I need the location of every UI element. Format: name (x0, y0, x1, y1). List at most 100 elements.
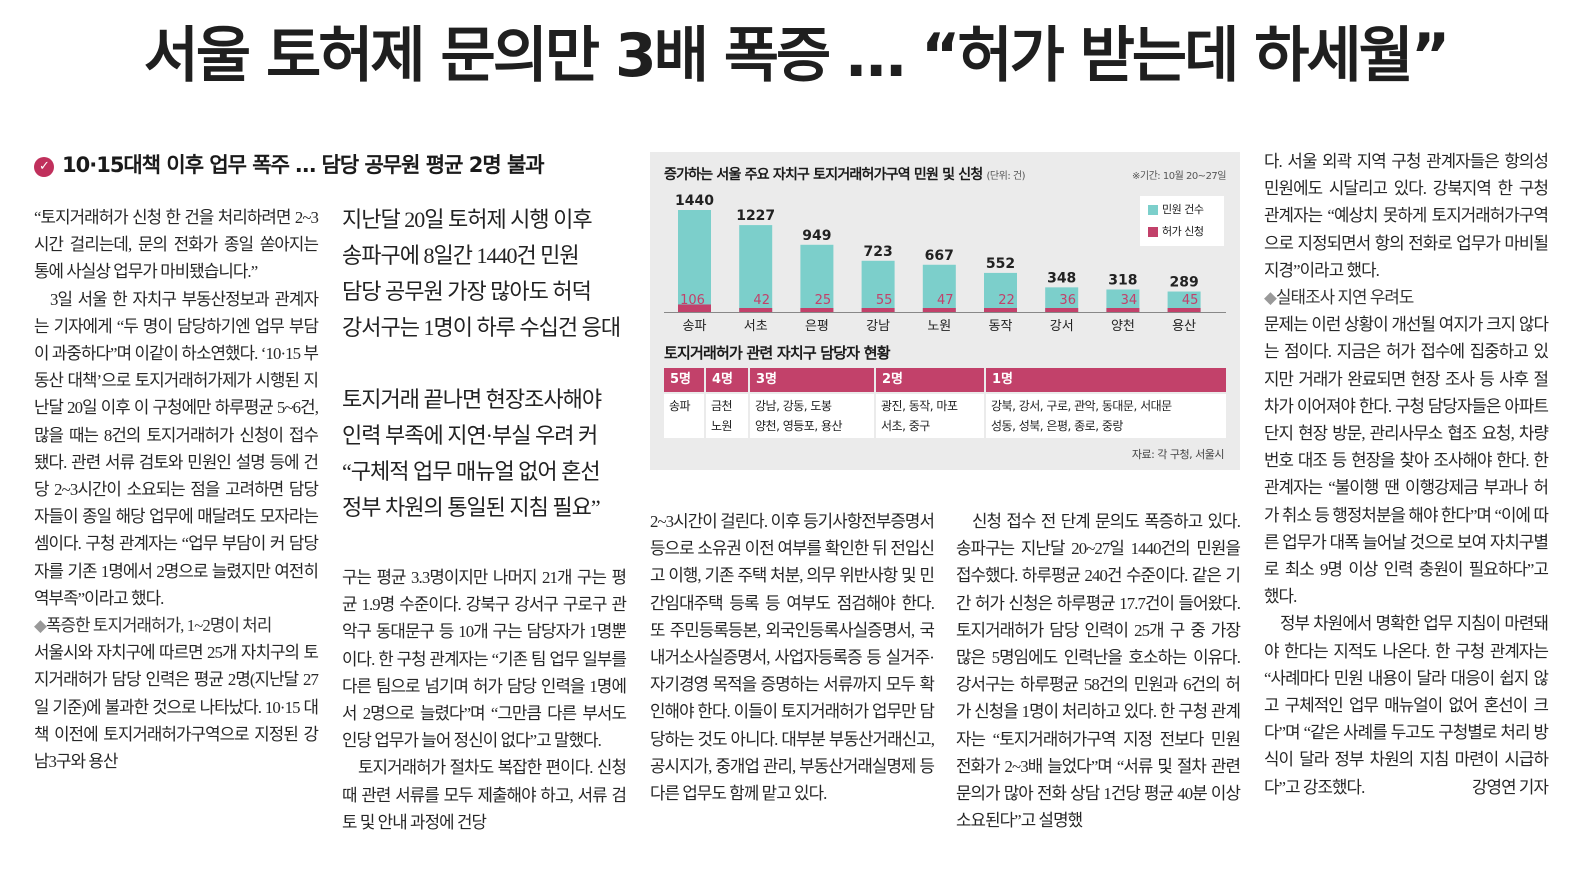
legend-label: 민원 건수 (1162, 203, 1204, 216)
section-heading-text: 실태조사 지연 우려도 (1276, 288, 1414, 308)
bar-permits-강서 (1045, 308, 1079, 312)
district-line: 서초, 중구 (881, 419, 930, 433)
bar-complaints-양천 (1106, 289, 1140, 312)
district-line: 광진, 동작, 마포 (881, 399, 958, 413)
bar-complaints-강남 (861, 260, 895, 312)
data-label-complaints: 1227 (736, 208, 775, 224)
category-label: 강남 (866, 319, 890, 334)
data-label-complaints: 723 (863, 244, 892, 260)
paragraph: 2~3시간이 걸린다. 이후 등기사항전부증명서 등으로 소유권 이전 여부를 … (650, 512, 935, 804)
data-label-permits: 25 (815, 293, 832, 308)
legend-swatch (1148, 205, 1158, 215)
subheadline-text: 10·15대책 이후 업무 폭주 … 담당 공무원 평균 2명 불과 (62, 153, 545, 177)
data-label-permits: 42 (753, 293, 770, 308)
legend-item-complaints: 민원 건수 (1140, 200, 1224, 220)
deck-line: 정부 차원의 통일된 지침 필요” (342, 495, 601, 520)
infographic-box: 증가하는 서울 주요 자치구 토지거래허가구역 민원 및 신청 (단위: 건) … (650, 152, 1240, 470)
bar-permits-노원 (922, 308, 956, 312)
data-label-complaints: 949 (802, 228, 831, 244)
data-label-complaints: 667 (925, 248, 954, 264)
headline: 서울 토허제 문의만 3배 폭증 … “허가 받는데 하세월” (143, 21, 1451, 91)
summary-deck-2: 토지거래 끝나면 현장조사해야 인력 부족에 지연·부실 우려 커 “구체적 업… (342, 382, 622, 526)
data-label-permits: 45 (1182, 293, 1199, 308)
section-heading: ◆폭증한 토지거래허가, 1~2명이 처리 (34, 612, 318, 639)
diamond-icon: ◆ (1264, 288, 1277, 308)
category-label: 노원 (927, 319, 951, 334)
section-heading: ◆실태조사 지연 우려도 (1264, 284, 1548, 311)
staff-group-label: 2명 (876, 368, 984, 392)
data-label-permits: 22 (998, 293, 1015, 308)
paragraph: 서울시와 자치구에 따르면 25개 자치구의 토지거래허가 담당 인력은 평균 … (34, 643, 319, 772)
bar-permits-송파 (678, 304, 711, 312)
paragraph: 정부 차원에서 명확한 업무 지침이 마련돼야 한다는 지적도 나온다. 한 구… (1264, 614, 1549, 797)
data-label-permits: 106 (680, 293, 705, 308)
district-line: 송파 (669, 399, 691, 413)
category-label: 강서 (1050, 319, 1074, 334)
staff-table-title: 토지거래허가 관련 자치구 담당자 현황 (664, 344, 891, 362)
data-label-complaints: 1440 (675, 193, 714, 209)
data-label-permits: 34 (1121, 293, 1138, 308)
chart-title: 증가하는 서울 주요 자치구 토지거래허가구역 민원 및 신청 (단위: 건) (664, 164, 1025, 184)
subheadline: ✓ 10·15대책 이후 업무 폭주 … 담당 공무원 평균 2명 불과 (34, 148, 634, 182)
bar-complaints-서초 (739, 225, 773, 312)
paragraph: 구는 평균 3.3명이지만 나머지 21개 구는 평균 1.9명 수준이다. 강… (342, 568, 627, 751)
district-line: 노원 (711, 419, 733, 433)
bar-complaints-송파 (678, 210, 711, 312)
data-label-complaints: 289 (1169, 275, 1198, 291)
data-label-permits: 55 (876, 293, 893, 308)
staff-group: 1명 강북, 강서, 구로, 관악, 동대문, 서대문 성동, 성북, 은평, 종… (986, 368, 1226, 440)
article-column-1: “토지거래허가 신청 한 건을 처리하려면 2~3시간 걸리는데, 문의 전화가… (34, 204, 319, 775)
bar-chart: 1440 106 송파 1227 42 서초 949 25 은평 723 55 강남 667 47 노원 55… (664, 193, 1226, 334)
legend-label: 허가 신청 (1162, 225, 1204, 238)
category-label: 서초 (744, 319, 768, 334)
chart-period: ※기간: 10월 20~27일 (1132, 171, 1226, 182)
article-column-3: 2~3시간이 걸린다. 이후 등기사항전부증명서 등으로 소유권 이전 여부를 … (650, 508, 935, 807)
data-label-complaints: 552 (986, 256, 1015, 272)
paragraph: 토지거래허가 절차도 복잡한 편이다. 신청 때 관련 서류를 모두 제출해야 … (342, 758, 627, 832)
category-label: 송파 (683, 319, 707, 334)
deck-line: 송파구에 8일간 1440건 민원 (342, 243, 580, 268)
bar-permits-은평 (800, 308, 834, 312)
staff-group-label: 1명 (986, 368, 1226, 392)
data-label-complaints: 348 (1047, 270, 1076, 286)
district-line: 강남, 강동, 도봉 (755, 399, 832, 413)
paragraph: 3일 서울 한 자치구 부동산정보과 관계자는 기자에게 “두 명이 담당하기엔… (34, 289, 319, 608)
section-heading-text: 폭증한 토지거래허가, 1~2명이 처리 (46, 616, 272, 636)
staff-group: 4명 금천 노원 (706, 368, 748, 440)
chart-legend: 민원 건수 허가 신청 (1140, 196, 1224, 246)
summary-deck-1: 지난달 20일 토허제 시행 이후 송파구에 8일간 1440건 민원 담당 공… (342, 202, 622, 346)
bar-complaints-용산 (1167, 291, 1201, 312)
chart-source: 자료: 각 구청, 서울시 (1131, 448, 1225, 461)
data-label-complaints: 318 (1108, 272, 1137, 288)
chart-title-text: 증가하는 서울 주요 자치구 토지거래허가구역 민원 및 신청 (664, 167, 983, 183)
bar-complaints-은평 (800, 244, 834, 312)
deck-line: 토지거래 끝나면 현장조사해야 (342, 387, 602, 412)
legend-item-permits: 허가 신청 (1140, 222, 1224, 242)
district-line: 금천 (711, 399, 733, 413)
deck-line: 인력 부족에 지연·부실 우려 커 (342, 423, 598, 448)
category-label: 은평 (805, 319, 829, 334)
bar-permits-서초 (739, 308, 773, 312)
byline: 강영연 기자 (1472, 777, 1549, 797)
staff-group: 3명 강남, 강동, 도봉 양천, 영등포, 용산 (750, 368, 874, 440)
check-icon: ✓ (34, 157, 54, 177)
article-column-2: 구는 평균 3.3명이지만 나머지 21개 구는 평균 1.9명 수준이다. 강… (342, 564, 627, 836)
bar-complaints-노원 (922, 264, 956, 312)
bar-permits-용산 (1167, 308, 1201, 312)
district-line: 양천, 영등포, 용산 (755, 419, 843, 433)
category-label: 동작 (989, 319, 1013, 334)
staff-group-districts: 송파 (664, 394, 704, 438)
article-column-4: 신청 접수 전 단계 문의도 폭증하고 있다. 송파구는 지난달 20~27일 … (956, 508, 1241, 834)
bar-complaints-강서 (1045, 287, 1079, 312)
paragraph: 문제는 이런 상황이 개선될 여지가 크지 않다는 점이다. 지금은 허가 접수… (1264, 315, 1549, 607)
staff-group-label: 5명 (664, 368, 704, 392)
chart-unit: (단위: 건) (986, 171, 1026, 182)
data-label-permits: 47 (937, 293, 954, 308)
bar-permits-동작 (984, 308, 1017, 312)
deck-line: 지난달 20일 토허제 시행 이후 (342, 207, 593, 232)
bar-permits-양천 (1106, 308, 1140, 312)
deck-line: 강서구는 1명이 하루 수십건 응대 (342, 315, 621, 340)
